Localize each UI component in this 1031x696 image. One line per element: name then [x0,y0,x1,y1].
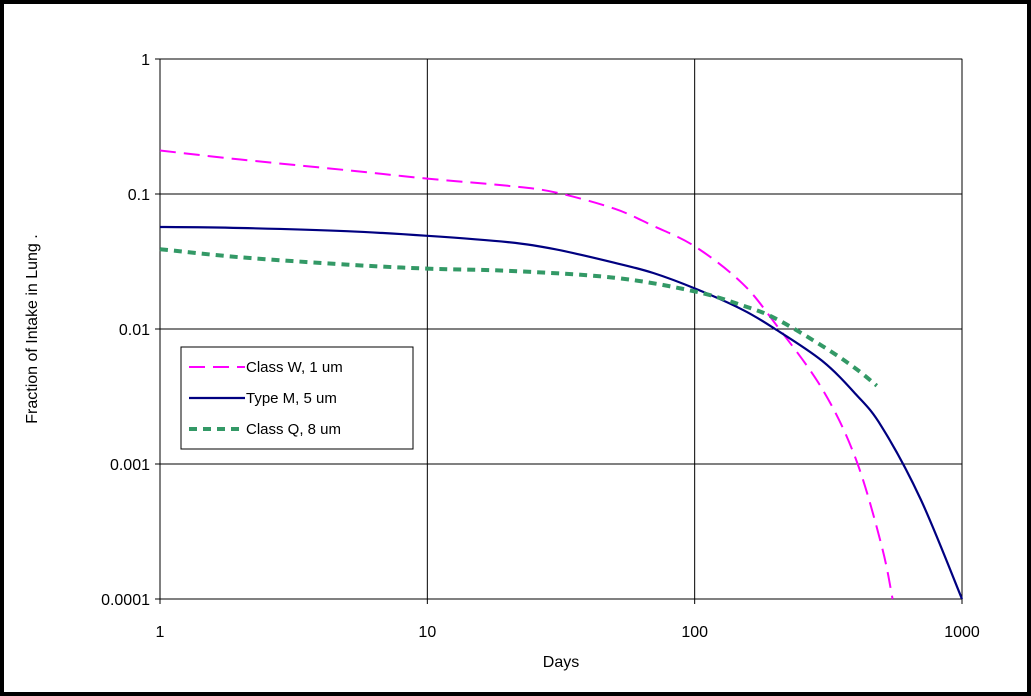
x-tick-label: 1 [156,624,165,641]
legend-box [180,346,414,450]
x-axis-title: Days [543,654,579,671]
series-line-type-m-5-um [159,225,964,600]
series-line-class-q-8-um [159,247,879,388]
y-tick-label: 1 [141,52,150,69]
x-tick-label: 100 [681,624,708,641]
y-tick-label: 0.0001 [101,592,150,609]
y-tick-label: 0.01 [119,322,150,339]
axis-ticks: 0.0001 0.001 0.01 0.1 1 1 10 100 1000 [101,52,980,641]
legend-label-class-q-8-um: Class Q, 8 um [246,421,341,438]
grid-lines [159,58,963,600]
y-axis-title: Fraction of Intake in Lung . [24,234,41,423]
legend-label-class-w-1-um: Class W, 1 um [246,359,343,376]
y-tick-label: 0.001 [110,457,150,474]
legend: Class W, 1 um Type M, 5 um Class Q, 8 um [180,346,414,450]
series-layer [159,149,964,600]
legend-label-type-m-5-um: Type M, 5 um [246,390,337,407]
x-tick-label: 10 [418,624,436,641]
y-tick-label: 0.1 [128,187,150,204]
x-tick-label: 1000 [944,624,980,641]
series-line-class-w-1-um [159,149,894,600]
